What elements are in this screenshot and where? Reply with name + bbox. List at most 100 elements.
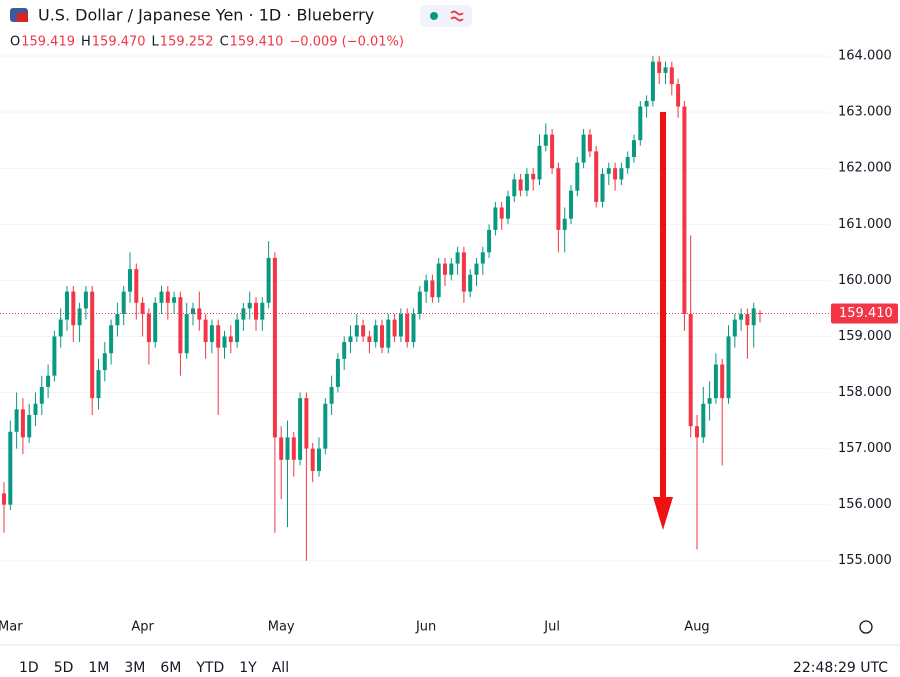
ohlc-key: L [152,35,160,50]
last-price-label: 159.410 [839,306,893,321]
candle-body [443,263,447,275]
candle-body [449,263,454,275]
candle-body [153,302,158,343]
ohlc-key: H [81,35,91,50]
candle-body [52,336,57,376]
y-tick-label: 160.000 [838,273,892,288]
candle-body [2,493,6,505]
candle-body [134,269,139,303]
candle-body [146,314,151,343]
candle-body [688,314,693,427]
status-badge[interactable] [420,5,472,27]
candle-body [506,196,510,219]
candle-body [487,229,492,253]
range-button[interactable]: 3M [124,660,145,676]
ohlc-value: 159.410 [230,35,284,50]
candle-body [707,398,712,404]
candle-body [600,173,605,202]
candle-body [638,106,643,141]
candle-body [380,325,384,348]
candle-body [172,297,177,303]
range-button[interactable]: 1D [19,660,39,676]
candle-body [140,302,145,315]
candle-body [323,403,328,449]
candle-body [241,308,246,320]
candle-body [575,162,580,191]
range-button[interactable]: 1Y [239,660,257,676]
candle-body [373,325,378,343]
candle-body [663,67,668,73]
ohlc-value: 159.252 [160,35,214,50]
candle-body [71,291,76,326]
candle-body [291,437,296,460]
settings-icon[interactable] [859,620,873,634]
candle-body [115,314,120,326]
candle-body [732,319,737,337]
clock: 22:48:29 UTC [793,660,888,676]
x-tick-label: May [268,620,295,635]
candle-body [14,409,19,432]
candle-body [77,308,82,326]
candle-body [121,291,126,315]
ohlc-value: 159.419 [21,35,75,50]
chart-title: U.S. Dollar / Japanese Yen · 1D · Bluebe… [38,6,374,25]
flag-icon [17,13,28,22]
candle-body [524,173,529,191]
ohlc-value: 159.470 [92,35,146,50]
candle-body [713,364,718,399]
range-button[interactable]: YTD [195,660,224,676]
candle-body [266,257,271,303]
candle-body [102,353,107,371]
candle-body [335,358,340,387]
candle-body [436,263,441,298]
candle-body [285,437,290,460]
candle-body [247,302,252,309]
candle-body [625,157,630,169]
candle-body [720,364,725,399]
candle-body [468,274,473,292]
candle-body [298,398,303,460]
range-button[interactable]: 5D [54,660,74,676]
candle-body [701,403,706,438]
candle-body [676,84,681,107]
candle-body [165,291,170,303]
candle-body [361,325,366,337]
y-tick-label: 155.000 [838,553,892,568]
x-tick-label: Apr [131,620,154,635]
candle-body [569,190,573,219]
ohlc-key: C [220,35,229,50]
y-tick-label: 158.000 [838,385,892,400]
candle-body [348,336,353,343]
x-tick-label: Jun [415,620,436,635]
status-dot [430,12,438,20]
candle-body [669,67,674,85]
range-button[interactable]: 6M [160,660,181,676]
candle-body [228,336,233,343]
candle-body [20,409,25,438]
range-button[interactable]: All [272,660,289,676]
candle-body [33,403,38,415]
range-toolbar: 1D 5D 1M 3M 6M YTD 1Y All [19,660,289,676]
candle-body [128,269,132,292]
candle-body [424,280,429,292]
y-tick-label: 156.000 [838,497,892,512]
candle-body [745,314,750,326]
y-tick-label: 164.000 [838,49,892,64]
candle-body [537,145,542,180]
x-tick-label: Mar [0,620,23,635]
candle-body [556,168,561,230]
y-tick-label: 163.000 [838,105,892,120]
candle-body [109,325,114,354]
candle-body [739,314,744,320]
range-button[interactable]: 1M [88,660,109,676]
candle-body [329,386,334,404]
y-tick-label: 159.000 [838,329,892,344]
candle-body [751,308,756,326]
candle-body [65,291,69,320]
candle-body [695,426,699,438]
candle-body [222,336,227,348]
candle-body [367,336,372,343]
candle-body [235,319,240,343]
candle-body [279,437,284,460]
